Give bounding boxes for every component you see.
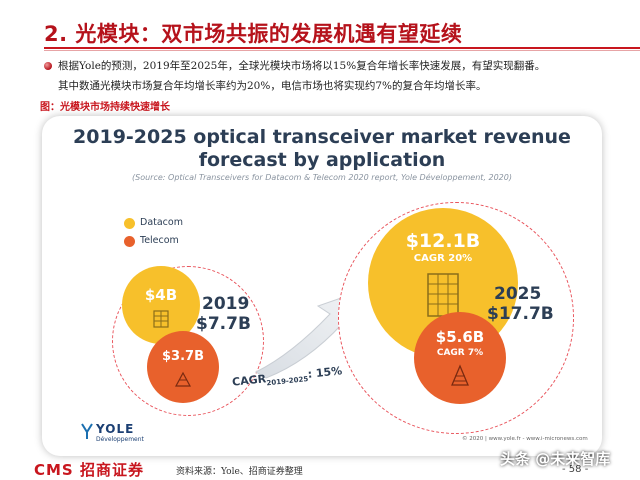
datacom-cagr-2025: CAGR 20% (413, 253, 473, 264)
telecom-value-2025: $5.6B (435, 328, 485, 346)
bullet-icon (44, 62, 52, 70)
datacom-circle-2019: $4B (122, 266, 200, 344)
copyright-notice: © 2020 | www.yole.fr - www.i-micronews.c… (462, 436, 588, 442)
telecom-tower-icon-large (451, 364, 469, 386)
footer-logo: CMS 招商证券 (34, 461, 144, 479)
infographic-title-line2: forecast by application (198, 149, 446, 171)
telecom-cagr-2025: CAGR 7% (436, 348, 484, 358)
legend-swatch-telecom (124, 236, 135, 247)
page-title: 2. 光模块：双市场共振的发展机遇有望延续 (44, 22, 463, 46)
telecom-circle-2025: $5.6B CAGR 7% (414, 312, 506, 404)
cagr-label: CAGR (231, 372, 267, 389)
datacom-value-2025: $12.1B (405, 230, 481, 252)
legend-label-telecom: Telecom (140, 235, 179, 246)
total-value-2025: $17.7B (487, 304, 554, 324)
total-value-2019: $7.7B (196, 314, 251, 334)
infographic-panel: 2019-2025 optical transceiver market rev… (42, 116, 602, 456)
body-paragraph-line2: 其中数通光模块市场复合年均增长率约为20%，电信市场也将实现约7%的复合年均增长… (58, 80, 487, 92)
year-label-2025: 2025 (494, 284, 542, 304)
datacenter-icon-large (427, 273, 459, 317)
datacenter-icon (153, 310, 169, 328)
cagr-period: 2019-2025 (266, 375, 309, 388)
cagr-value: : 15% (307, 364, 343, 381)
figure-caption: 图：光模块市场持续快速增长 (40, 102, 170, 113)
telecom-value-2019: $3.7B (162, 349, 204, 364)
footer-source: 资料来源：Yole、招商证券整理 (176, 467, 303, 477)
legend-label-datacom: Datacom (140, 217, 183, 228)
watermark: 头条 @未来智库 (500, 450, 611, 468)
datacom-value-2019: $4B (144, 286, 178, 304)
yole-logo-text: YOLE (96, 422, 135, 436)
infographic-source: (Source: Optical Transceivers for Dataco… (132, 173, 512, 182)
body-paragraph-line1: 根据Yole的预测，2019年至2025年，全球光模块市场将以15%复合年增长率… (58, 60, 546, 72)
legend-swatch-datacom (124, 218, 135, 229)
telecom-circle-2019: $3.7B (147, 331, 219, 403)
title-underline-thin (44, 50, 640, 51)
year-label-2019: 2019 (202, 294, 250, 314)
telecom-tower-icon (174, 371, 192, 387)
yole-logo-mark-icon (81, 423, 93, 439)
page-number: - 58 - (562, 464, 589, 475)
infographic-title-line1: 2019-2025 optical transceiver market rev… (73, 126, 571, 148)
title-underline (44, 47, 640, 49)
yole-logo-subtext: Développement (96, 436, 144, 443)
